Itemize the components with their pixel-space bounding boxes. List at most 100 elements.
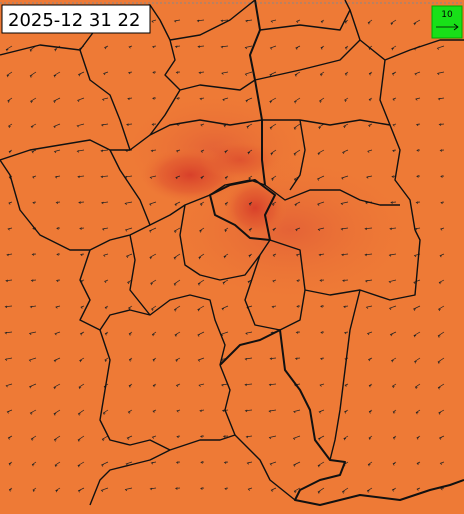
wind-arrow [174, 331, 181, 337]
wind-arrow [220, 19, 229, 23]
wind-arrow [199, 97, 205, 101]
border [129, 234, 151, 316]
wind-arrow [293, 409, 301, 414]
wind-arrow [126, 435, 133, 440]
wind-arrow [126, 123, 133, 126]
timestamp-box [1, 4, 151, 34]
wind-arrow [197, 305, 205, 312]
wind-arrow [368, 71, 373, 76]
wind-arrow [319, 71, 325, 77]
wind-arrow [4, 357, 13, 361]
wind-arrow [342, 279, 349, 282]
wind-arrow [245, 435, 253, 439]
border [219, 329, 464, 506]
wind-arrow [56, 253, 61, 256]
wind-arrow [392, 435, 397, 440]
wind-arrow [438, 305, 445, 312]
wind-arrow [79, 227, 85, 230]
wind-arrow [7, 435, 13, 440]
wind-arrow [100, 149, 109, 153]
wind-arrow [77, 71, 85, 77]
wind-arrow [317, 461, 325, 468]
wind-arrow [391, 487, 397, 492]
wind-arrow [55, 201, 61, 204]
wind-arrow [392, 97, 397, 101]
wind-arrow [367, 461, 373, 467]
wind-arrow [437, 97, 445, 101]
wind-arrow [176, 435, 181, 439]
wind-arrow [388, 305, 397, 310]
wind-arrow [148, 201, 157, 206]
wind-arrow [390, 357, 397, 363]
border [109, 149, 151, 226]
wind-arrow [77, 175, 85, 179]
wind-arrow [368, 123, 373, 128]
wind-arrow [317, 435, 325, 441]
wind-arrow [341, 253, 349, 257]
wind-arrow [246, 461, 253, 465]
wind-arrow [222, 279, 229, 285]
wind-arrow [173, 227, 181, 233]
wind-arrow [151, 19, 157, 23]
wind-arrow [101, 461, 109, 467]
wind-arrow [246, 123, 253, 129]
wind-arrow [6, 409, 13, 414]
wind-arrow [220, 45, 229, 49]
wind-arrow [53, 123, 61, 129]
wind-arrow [152, 97, 157, 100]
wind-arrow [32, 487, 37, 492]
wind-arrow [244, 383, 253, 387]
wind-arrow [8, 123, 13, 129]
wind-arrow [54, 331, 61, 336]
wind-arrow [53, 97, 61, 103]
wind-arrow [101, 97, 109, 101]
wind-arrow [295, 253, 301, 257]
border [79, 249, 226, 366]
wind-arrow [343, 435, 349, 441]
wind-arrow [31, 253, 37, 256]
wind-arrow [150, 279, 157, 286]
wind-arrow [292, 435, 301, 441]
wind-arrow [29, 71, 37, 78]
wind-arrow [224, 201, 229, 206]
wind-arrow [199, 201, 205, 206]
wind-arrow [270, 149, 277, 156]
border [209, 179, 276, 241]
wind-arrow [294, 71, 301, 77]
wind-arrow [440, 201, 445, 205]
wind-arrow [53, 435, 61, 442]
wind-arrow [294, 97, 301, 104]
wind-arrow [53, 357, 61, 363]
wind-arrow [77, 461, 85, 468]
wind-arrow [413, 305, 421, 311]
wind-arrow [268, 409, 277, 413]
border [99, 329, 171, 451]
wind-arrow [366, 331, 373, 336]
wind-arrow [415, 409, 421, 415]
wind-arrow [104, 279, 109, 284]
wind-arrow [55, 305, 61, 309]
wind-arrow [247, 487, 253, 491]
wind-arrow [173, 19, 181, 23]
wind-arrow [199, 227, 205, 233]
wind-arrow [438, 409, 445, 415]
wind-arrow [245, 331, 253, 335]
border [149, 119, 263, 136]
border [179, 204, 271, 281]
wind-arrow [438, 435, 445, 440]
wind-arrow [344, 383, 349, 387]
wind-arrow [391, 383, 397, 389]
wind-arrow [392, 461, 397, 466]
wind-arrows [4, 19, 445, 494]
wind-arrow [295, 227, 301, 232]
wind-arrow [413, 19, 421, 26]
wind-arrow [197, 279, 205, 286]
wind-arrow [244, 71, 253, 76]
wind-arrow [319, 97, 325, 103]
wind-arrow [416, 175, 421, 178]
wind-arrow [127, 71, 133, 75]
wind-arrow [317, 227, 325, 231]
wind-arrow [221, 305, 229, 311]
wind-arrow [293, 123, 301, 130]
